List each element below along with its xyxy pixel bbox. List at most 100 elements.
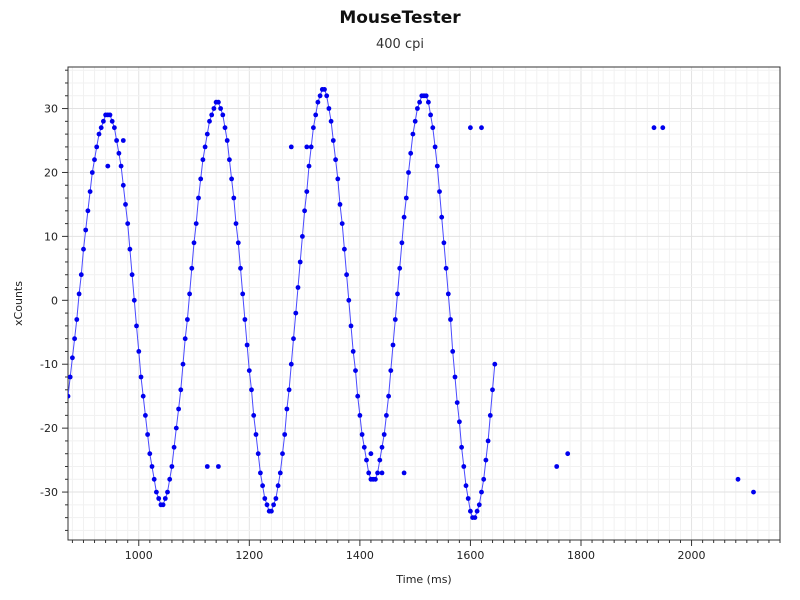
- data-point: [479, 489, 484, 495]
- data-point: [258, 470, 263, 476]
- data-point: [216, 464, 221, 469]
- data-point: [468, 125, 473, 131]
- data-point: [481, 476, 487, 482]
- data-point: [342, 246, 347, 252]
- data-point: [468, 508, 473, 514]
- data-point: [87, 189, 93, 195]
- data-point: [379, 470, 385, 476]
- data-point: [384, 413, 389, 418]
- data-point: [233, 221, 239, 227]
- data-point: [452, 374, 458, 380]
- data-point: [437, 189, 442, 195]
- data-point: [457, 419, 462, 425]
- data-point: [463, 483, 469, 489]
- data-point: [251, 413, 257, 418]
- grid-lines: [68, 67, 781, 540]
- data-point: [156, 496, 162, 501]
- data-point: [264, 502, 270, 508]
- data-point: [324, 93, 330, 99]
- data-point: [282, 432, 288, 437]
- data-point: [348, 323, 354, 329]
- data-point: [220, 112, 226, 118]
- data-point: [140, 393, 146, 399]
- data-point: [112, 125, 117, 131]
- data-point: [346, 297, 352, 303]
- chart-title: MouseTester: [339, 8, 461, 28]
- data-point: [297, 259, 303, 265]
- data-point: [204, 464, 210, 469]
- data-point: [302, 208, 307, 214]
- data-point: [479, 125, 484, 131]
- data-point: [182, 336, 188, 342]
- y-tick-label: 30: [44, 103, 58, 116]
- data-point: [68, 374, 73, 380]
- data-point: [392, 317, 398, 322]
- data-point: [147, 451, 153, 457]
- data-point: [751, 489, 756, 495]
- data-point: [388, 368, 394, 373]
- data-point: [72, 336, 77, 342]
- data-point: [344, 272, 349, 278]
- data-point: [189, 265, 195, 271]
- data-point: [401, 470, 407, 476]
- data-point: [253, 432, 259, 437]
- data-point: [339, 221, 345, 227]
- data-point: [92, 157, 97, 163]
- data-point: [198, 176, 204, 182]
- data-point: [361, 444, 367, 450]
- x-tick-label: 1400: [346, 549, 374, 562]
- x-tick-label: 1000: [125, 549, 153, 562]
- data-point: [249, 387, 254, 393]
- data-point: [165, 489, 170, 495]
- data-point: [426, 99, 431, 105]
- data-point: [167, 476, 173, 482]
- data-point: [350, 349, 356, 354]
- data-point: [204, 131, 210, 137]
- data-point: [260, 483, 265, 489]
- data-point: [227, 157, 232, 163]
- data-point: [229, 176, 235, 182]
- data-point: [492, 361, 498, 367]
- data-point: [461, 464, 467, 469]
- data-point: [136, 349, 142, 354]
- data-point: [304, 144, 310, 150]
- data-point: [222, 125, 228, 131]
- data-point: [445, 291, 451, 297]
- data-point: [154, 489, 159, 495]
- data-point: [443, 265, 449, 271]
- data-point: [211, 106, 217, 111]
- data-point: [127, 246, 133, 252]
- data-point: [284, 406, 290, 412]
- data-point: [377, 457, 383, 463]
- data-point: [216, 99, 221, 105]
- data-point: [379, 444, 385, 450]
- y-tick-label: 0: [51, 294, 58, 307]
- x-tick-label: 1600: [456, 549, 484, 562]
- data-point: [200, 157, 206, 163]
- data-point: [74, 317, 80, 322]
- data-point: [209, 112, 215, 118]
- data-point: [70, 355, 75, 361]
- data-point: [138, 374, 144, 380]
- series-points: [68, 87, 756, 520]
- data-point: [180, 361, 186, 367]
- data-point: [271, 502, 276, 508]
- data-point: [242, 317, 248, 322]
- data-point: [651, 125, 657, 131]
- data-point: [68, 393, 71, 399]
- data-point: [355, 393, 361, 399]
- data-point: [288, 144, 294, 150]
- data-point: [231, 195, 237, 201]
- data-point: [244, 342, 250, 348]
- data-point: [660, 125, 666, 131]
- data-point: [395, 291, 400, 297]
- data-point: [308, 144, 314, 150]
- data-point: [487, 413, 493, 418]
- data-point: [474, 508, 480, 514]
- data-point: [120, 138, 126, 143]
- x-tick-label: 2000: [678, 549, 706, 562]
- data-point: [386, 393, 391, 399]
- data-point: [107, 112, 113, 118]
- data-point: [399, 240, 405, 246]
